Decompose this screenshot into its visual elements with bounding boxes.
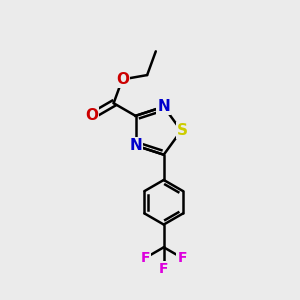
Text: O: O xyxy=(85,108,98,123)
Text: F: F xyxy=(159,262,169,276)
Text: F: F xyxy=(140,251,150,265)
Text: O: O xyxy=(116,72,129,87)
Text: N: N xyxy=(158,99,170,114)
Text: N: N xyxy=(129,138,142,153)
Text: S: S xyxy=(177,123,188,138)
Text: F: F xyxy=(178,251,187,265)
